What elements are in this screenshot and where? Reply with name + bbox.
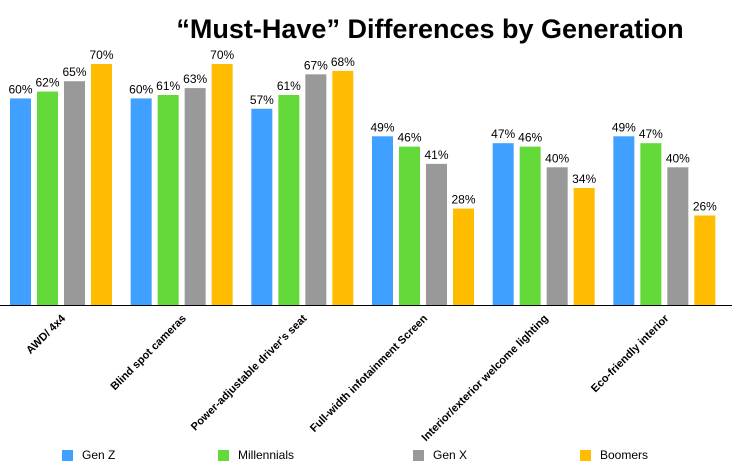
data-label: 68% [331, 55, 355, 69]
bar-boomers [573, 187, 595, 305]
data-label: 49% [612, 120, 636, 134]
bar-millennials [519, 146, 541, 305]
bar-millennials [640, 143, 662, 305]
data-label: 46% [518, 131, 542, 145]
category-label: AWD/ 4x4 [24, 312, 69, 357]
legend-swatch [580, 449, 591, 461]
legend-label: Gen Z [82, 448, 116, 462]
bar-gen-x [546, 167, 568, 305]
legend-swatch [218, 449, 229, 461]
data-label: 70% [210, 48, 234, 62]
legend-label: Boomers [600, 448, 649, 462]
legend-swatch [413, 449, 424, 461]
legend-label: Millennials [238, 448, 295, 462]
data-label: 62% [35, 76, 59, 90]
data-label: 26% [693, 199, 717, 213]
bar-millennials [399, 146, 420, 305]
data-label: 46% [397, 131, 421, 145]
data-label: 41% [424, 148, 448, 162]
bar-gen-x [305, 74, 327, 305]
data-label: 60% [8, 82, 32, 96]
bar-gen-z [251, 108, 273, 305]
bar-millennials [37, 91, 58, 306]
legend-swatch [62, 449, 73, 461]
data-label: 61% [277, 79, 301, 93]
legend-item-gen-z: Gen Z [62, 448, 115, 462]
data-label: 70% [89, 48, 113, 62]
category-label: Power-adjustable driver's seat [189, 312, 310, 433]
bar-gen-x [667, 167, 689, 305]
bar-gen-z [492, 143, 514, 305]
data-label: 63% [183, 72, 207, 86]
bar-boomers [453, 208, 474, 305]
category-label: Blind spot cameras [109, 313, 189, 393]
data-label: 28% [451, 193, 475, 207]
data-label: 65% [62, 65, 86, 79]
chart-title: “Must-Have” Differences by Generation [176, 14, 684, 44]
bar-gen-x [184, 88, 206, 305]
category-label: Full-width infotainment Screen [308, 312, 430, 434]
data-label: 61% [156, 79, 180, 93]
bar-gen-x [426, 163, 447, 305]
bar-gen-x [64, 81, 85, 305]
bar-gen-z [372, 136, 393, 305]
data-label: 40% [545, 151, 569, 165]
data-label: 57% [250, 93, 274, 107]
data-label: 60% [129, 82, 153, 96]
category-label: Eco-friendly interior [589, 312, 672, 395]
bar-millennials [157, 94, 179, 305]
data-label: 34% [572, 172, 596, 186]
legend-item-boomers: Boomers [580, 448, 648, 462]
data-label: 40% [666, 151, 690, 165]
bar-boomers [332, 70, 354, 305]
category-label: Interior/exterior welcome lighting [420, 313, 551, 444]
data-label: 67% [304, 58, 328, 72]
legend-label: Gen X [433, 448, 468, 462]
chart-legend: Gen Z Millennials Gen X Boomers [0, 448, 732, 466]
bar-boomers [694, 215, 716, 305]
bar-gen-z [130, 98, 152, 305]
legend-item-gen-x: Gen X [413, 448, 467, 462]
data-label: 47% [491, 127, 515, 141]
data-label: 47% [639, 127, 663, 141]
bar-millennials [278, 94, 300, 305]
legend-item-millennials: Millennials [218, 448, 294, 462]
bar-boomers [91, 64, 112, 305]
bar-gen-z [613, 136, 635, 305]
bar-gen-z [10, 98, 31, 305]
bar-boomers [211, 64, 233, 305]
data-label: 49% [370, 120, 394, 134]
